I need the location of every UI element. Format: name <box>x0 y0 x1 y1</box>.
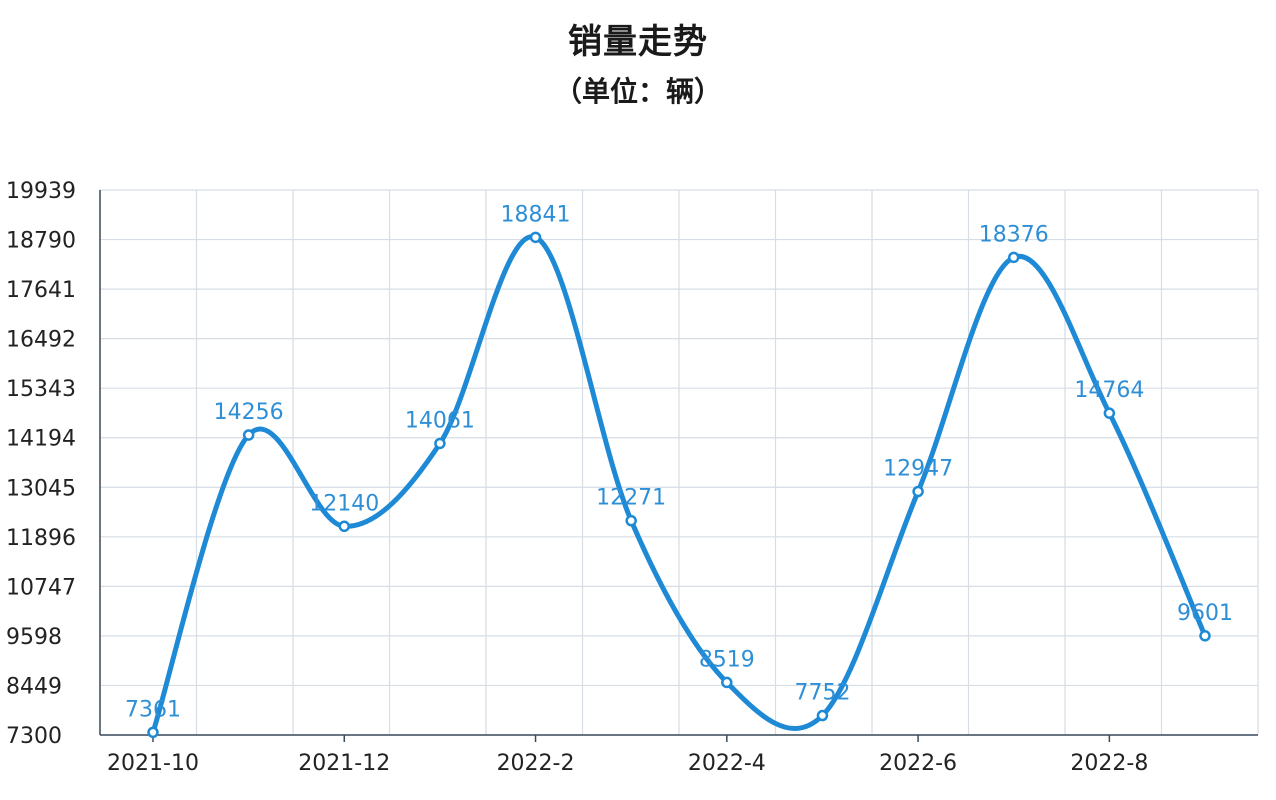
y-tick-label: 18790 <box>6 229 76 254</box>
y-tick-label: 11896 <box>6 526 76 551</box>
series-line <box>150 234 1208 735</box>
data-label: 12271 <box>596 486 666 511</box>
x-tick-label: 2022-6 <box>879 751 957 776</box>
y-tick-label: 7300 <box>6 724 62 749</box>
x-tick-label: 2021-10 <box>107 751 199 776</box>
data-point <box>816 709 829 722</box>
data-point <box>1103 407 1116 419</box>
data-label: 12947 <box>883 456 953 481</box>
y-tick-label: 13045 <box>6 476 76 501</box>
data-point <box>721 676 733 689</box>
data-label: 18376 <box>979 222 1049 247</box>
data-label: 7361 <box>125 697 181 722</box>
y-tick-label: 16492 <box>6 328 76 353</box>
y-tick-label: 10747 <box>6 575 76 600</box>
data-label: 9601 <box>1177 601 1233 626</box>
y-tick-label: 17641 <box>6 278 76 303</box>
data-label: 8519 <box>699 647 755 672</box>
x-tick-label: 2022-4 <box>688 751 766 776</box>
data-point <box>242 429 255 441</box>
data-point <box>912 485 924 498</box>
data-point <box>625 514 637 527</box>
data-label: 14256 <box>214 400 284 425</box>
y-tick-label: 9598 <box>6 625 62 650</box>
x-tick-label: 2021-12 <box>298 751 390 776</box>
y-tick-label: 14194 <box>6 427 76 452</box>
chart-subtitle: （单位：辆） <box>553 75 722 108</box>
data-label: 12140 <box>309 491 379 516</box>
chart-title: 销量走势 <box>568 22 708 62</box>
grid-lines <box>99 189 1259 736</box>
data-label: 18841 <box>501 202 571 227</box>
data-point <box>338 520 351 533</box>
y-tick-label: 8449 <box>6 674 62 699</box>
data-point <box>147 726 159 739</box>
data-point <box>1007 251 1020 264</box>
data-label: 7752 <box>794 681 850 706</box>
data-point <box>529 231 542 244</box>
y-tick-label: 15343 <box>6 377 76 402</box>
data-point <box>1199 630 1211 642</box>
y-tick-label: 19939 <box>6 179 76 204</box>
x-tick-label: 2022-8 <box>1070 751 1148 776</box>
data-label: 14764 <box>1074 378 1144 403</box>
data-label: 14061 <box>405 408 475 433</box>
data-point <box>434 437 446 450</box>
x-tick-label: 2022-2 <box>497 751 575 776</box>
